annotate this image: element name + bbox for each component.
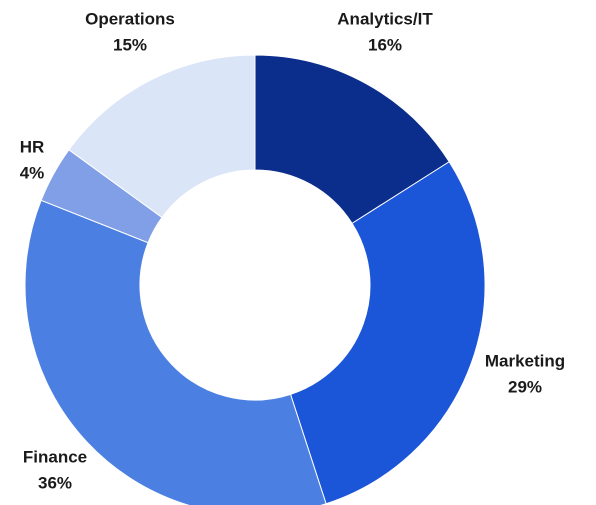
donut-slice [289,161,486,505]
slice-label: Operations [85,9,175,28]
donut-slice [254,54,450,225]
slice-label: Analytics/IT [337,9,433,28]
slice-label: Finance [23,447,87,466]
slice-value-label: 36% [38,473,72,492]
slice-value-label: 29% [508,377,542,396]
donut-slice [24,199,327,505]
donut-slice [68,54,256,219]
slice-label: HR [20,137,45,156]
slice-value-label: 16% [368,35,402,54]
slice-label: Marketing [485,351,565,370]
slice-value-label: 15% [113,35,147,54]
slice-value-label: 4% [20,163,45,182]
